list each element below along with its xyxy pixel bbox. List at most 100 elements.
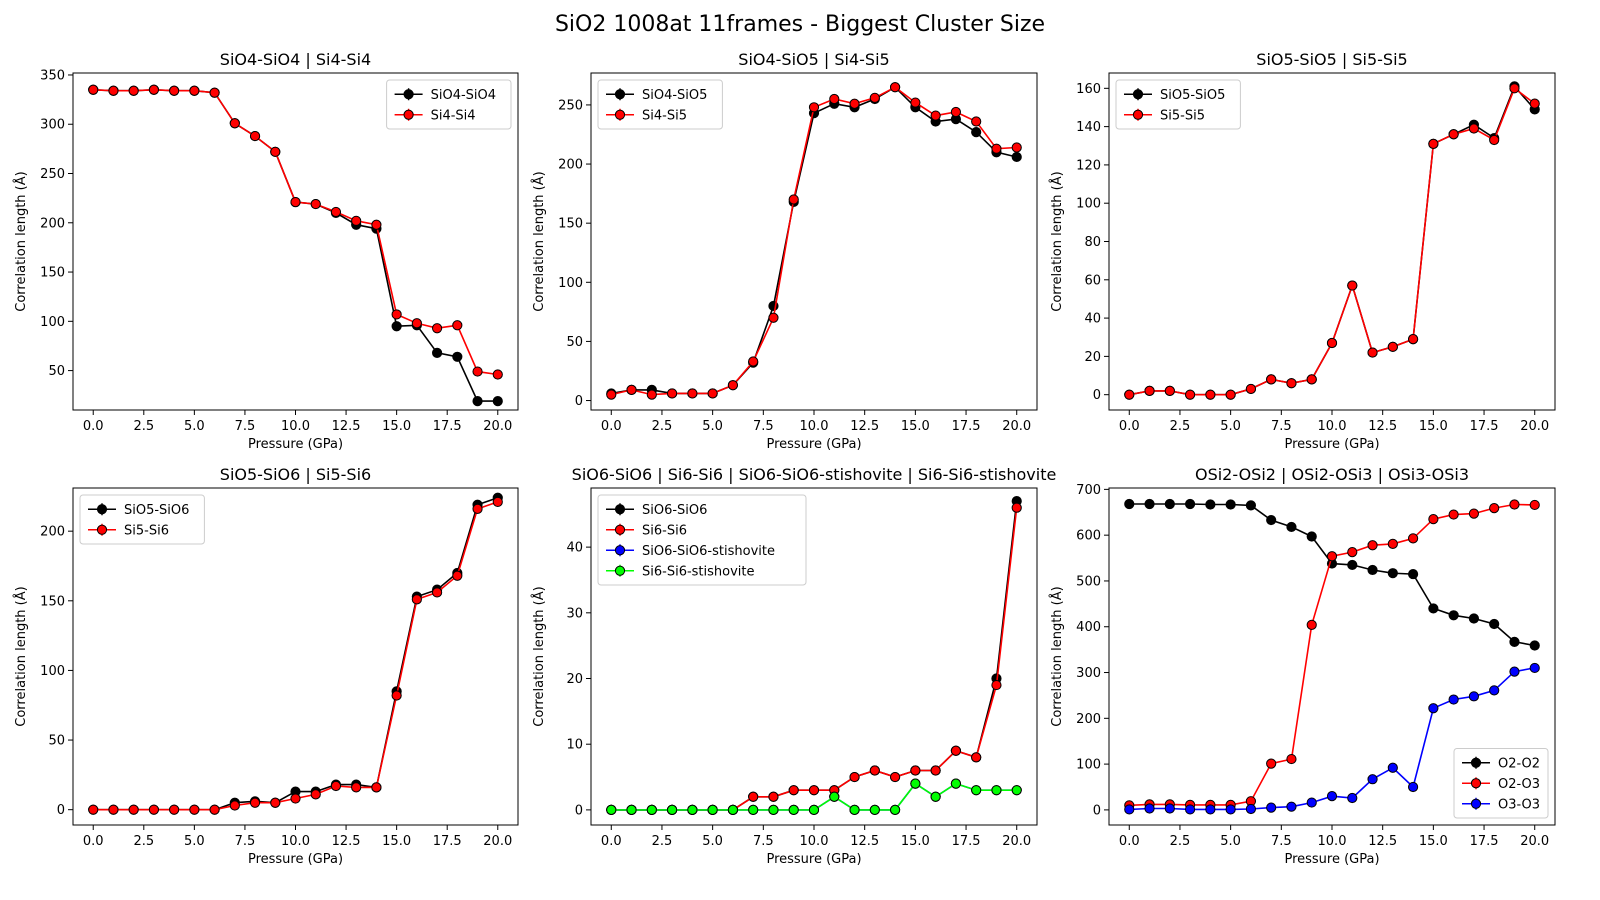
y-tick-label: 500: [1076, 574, 1101, 589]
legend-item: Si6-Si6: [606, 523, 687, 538]
legend-label: Si5-Si6: [124, 523, 169, 538]
x-tick-label: 17.5: [433, 834, 462, 849]
series-SiO4-SiO4: [88, 84, 503, 407]
data-point: [270, 797, 281, 808]
y-tick-label: 10: [566, 738, 583, 753]
data-point: [1509, 83, 1520, 94]
axes-frame: [1108, 487, 1556, 826]
data-point: [1245, 383, 1257, 395]
y-tick-label: 200: [1076, 712, 1101, 727]
data-point: [1011, 142, 1022, 153]
subplot-title: SiO5-SiO6 | Si5-Si6: [220, 465, 371, 484]
subplot-2: SiO4-SiO5 | Si4-Si5 0.0 2.5 5.0 7.5 10.0 12.5 1…: [531, 50, 1038, 452]
x-tick-label: 5.0: [702, 834, 723, 849]
data-point: [1509, 499, 1520, 510]
legend: SiO4-SiO5 Si4-Si5: [597, 79, 723, 130]
figure-title: SiO2 1008at 11frames - Biggest Cluster S…: [554, 12, 1046, 37]
data-point: [1306, 531, 1317, 542]
data-point: [950, 778, 962, 789]
x-tick-label: 0.0: [601, 419, 622, 434]
legend-label: Si4-Si5: [642, 108, 687, 123]
data-point: [1306, 619, 1317, 631]
legend-label: SiO5-SiO5: [1160, 88, 1225, 103]
legend-item: O2-O3: [1462, 777, 1540, 792]
subplot-title: SiO4-SiO4 | Si4-Si4: [220, 50, 371, 69]
data-point: [1245, 803, 1257, 815]
data-point: [606, 389, 617, 400]
data-point: [1509, 636, 1520, 647]
data-point: [1468, 613, 1480, 624]
data-point: [727, 804, 739, 815]
x-tick-label: 2.5: [133, 419, 154, 434]
legend-box: [79, 494, 205, 545]
axes-frame: [590, 487, 1038, 826]
data-point: [1387, 762, 1398, 773]
x-tick-label: 12.5: [850, 834, 879, 849]
data-point: [626, 804, 637, 815]
subplot-1: SiO4-SiO4 | Si4-Si4 0.0 2.5 5.0 7.5 10.0 12.5 1…: [13, 50, 519, 452]
data-point: [472, 503, 483, 514]
y-tick-label: 700: [1076, 483, 1101, 498]
data-point: [1225, 389, 1236, 400]
data-point: [707, 804, 718, 815]
data-point: [351, 215, 362, 226]
y-tick-label: 20: [1084, 350, 1101, 365]
data-point: [1306, 374, 1317, 385]
x-tick-label: 20.0: [483, 834, 512, 849]
data-point: [1266, 802, 1277, 813]
data-point: [991, 679, 1002, 691]
data-point: [431, 323, 443, 334]
x-tick-label: 15.0: [901, 419, 930, 434]
data-point: [1286, 521, 1297, 533]
data-point: [1286, 378, 1297, 389]
data-point: [1306, 797, 1317, 808]
x-axis-label: Pressure (GPa): [248, 437, 343, 452]
y-tick-label: 50: [48, 364, 65, 379]
data-point: [1225, 804, 1236, 815]
x-tick-label: 10.0: [800, 419, 829, 434]
legend-item: Si4-Si5: [606, 108, 687, 123]
data-point: [411, 594, 422, 605]
data-point: [1448, 129, 1459, 140]
data-point: [229, 118, 240, 129]
data-point: [971, 127, 982, 138]
x-tick-label: 7.5: [753, 419, 774, 434]
axes-frame: [72, 72, 519, 411]
x-tick-label: 7.5: [235, 834, 256, 849]
data-point: [1011, 785, 1022, 796]
subplot-title: OSi2-OSi2 | OSi2-OSi3 | OSi3-OSi3: [1195, 465, 1469, 484]
x-axis-label: Pressure (GPa): [1284, 437, 1379, 452]
y-tick-label: 100: [1076, 758, 1101, 773]
subplot-5: SiO6-SiO6 | Si6-Si6 | SiO6-SiO6-stishovi…: [531, 465, 1056, 867]
data-point: [229, 800, 240, 811]
legend-item: SiO5-SiO6: [88, 503, 189, 518]
series-line: [1129, 503, 1535, 647]
legend-item: SiO6-SiO6-stishovite: [606, 544, 775, 559]
data-point: [889, 82, 901, 93]
data-point: [849, 98, 860, 109]
x-tick-label: 7.5: [753, 834, 774, 849]
legend-label: O2-O2: [1498, 756, 1540, 771]
data-point: [1225, 499, 1236, 510]
data-point: [1205, 804, 1216, 815]
y-tick-label: 40: [1084, 312, 1101, 327]
x-tick-label: 12.5: [332, 419, 361, 434]
data-point: [1407, 334, 1419, 345]
data-point: [950, 106, 962, 118]
x-tick-label: 5.0: [702, 419, 723, 434]
data-point: [1428, 514, 1439, 525]
data-point: [1509, 666, 1520, 677]
data-point: [829, 791, 840, 802]
legend: SiO5-SiO5 Si5-Si5: [1115, 79, 1241, 130]
data-point: [88, 804, 99, 815]
legend-box: [1115, 79, 1241, 130]
data-point: [128, 804, 139, 815]
data-point: [1011, 151, 1022, 163]
data-point: [391, 309, 402, 320]
data-point: [148, 804, 160, 815]
data-point: [768, 791, 779, 802]
data-point: [371, 219, 382, 230]
y-tick-label: 200: [40, 216, 65, 231]
data-point: [849, 771, 860, 783]
y-axis-label: Correlation length (Å): [531, 586, 547, 726]
